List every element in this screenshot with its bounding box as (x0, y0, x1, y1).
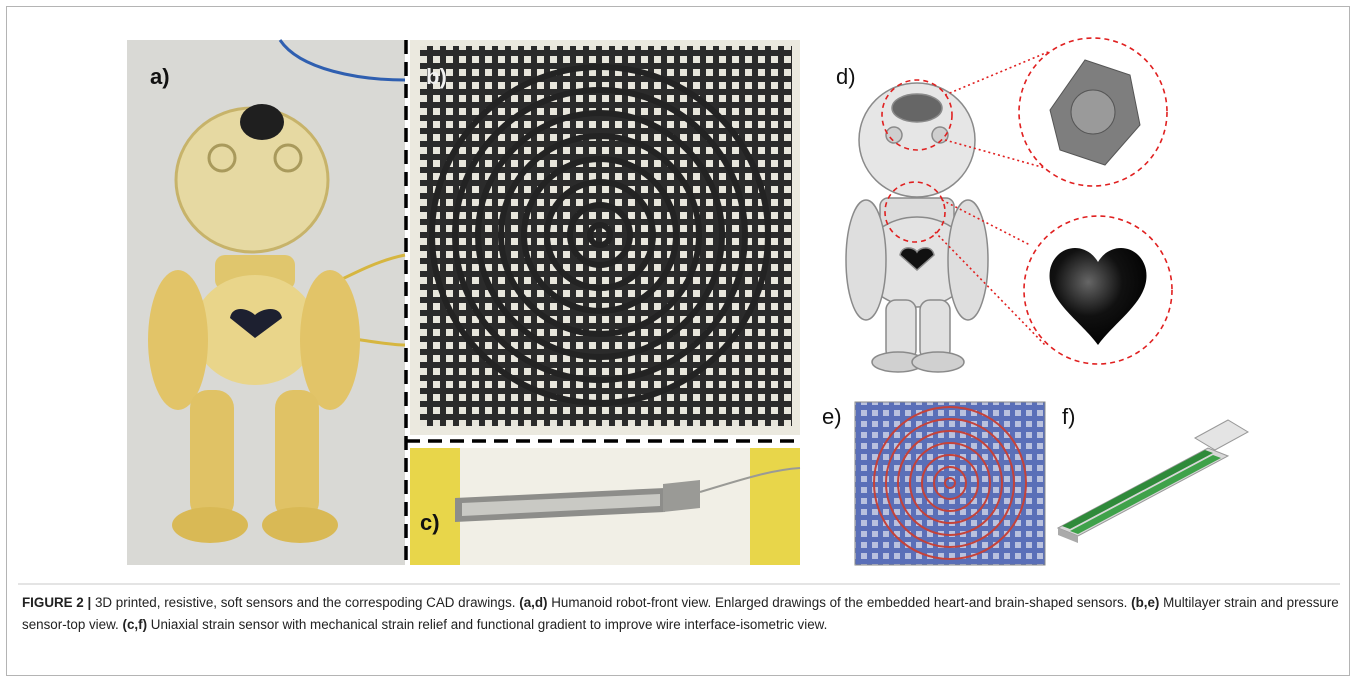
zoom-heart (1050, 248, 1147, 345)
caption-text: Humanoid robot-front view. Enlarged draw… (551, 595, 1127, 610)
figure-art: a) b) c) d) e) f) (0, 0, 1358, 590)
caption-text: Uniaxial strain sensor with mechanical s… (151, 617, 828, 632)
panel-label: d) (836, 64, 856, 89)
caption-ref: (b,e) (1131, 595, 1159, 610)
panel-label: c) (420, 510, 440, 535)
caption-ref: (c,f) (123, 617, 148, 632)
panel-d (846, 83, 988, 372)
panel-a (127, 40, 405, 565)
zoom-brain (1050, 60, 1140, 165)
caption-intro: 3D printed, resistive, soft sensors and … (95, 595, 516, 610)
caption-label: FIGURE 2 | (22, 595, 91, 610)
panel-label: f) (1062, 404, 1075, 429)
panel-label: e) (822, 404, 842, 429)
panel-label: a) (150, 64, 170, 89)
panel-f (1058, 420, 1248, 543)
panel-label: b) (426, 64, 447, 89)
panel-e (855, 402, 1045, 565)
caption-ref: (a,d) (519, 595, 547, 610)
panel-c (410, 448, 800, 565)
caption: FIGURE 2 | 3D printed, resistive, soft s… (22, 592, 1340, 635)
panel-b (410, 40, 800, 435)
